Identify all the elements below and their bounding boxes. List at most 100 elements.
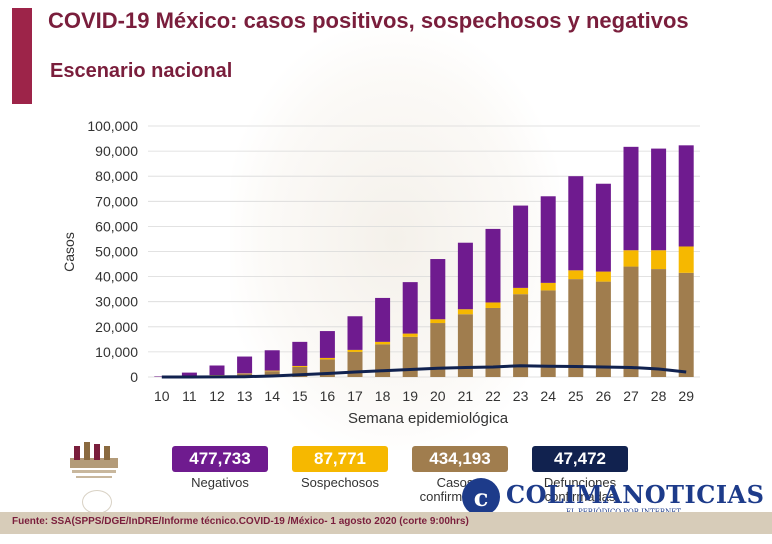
bar-sospechosos [292, 365, 308, 367]
y-tick-label: 40,000 [95, 269, 138, 285]
x-tick-label: 12 [209, 388, 225, 404]
bar-sospechosos [540, 282, 556, 291]
background-watermark [230, 30, 560, 450]
x-tick-label: 20 [430, 388, 446, 404]
x-tick-label: 15 [292, 388, 308, 404]
bar-negativos [651, 148, 667, 251]
bar-sospechosos [595, 271, 611, 282]
x-tick-label: 22 [485, 388, 501, 404]
bar-negativos [540, 196, 556, 283]
defunciones-series-line [161, 364, 687, 379]
x-tick-label: 14 [264, 388, 280, 404]
chart-bars [154, 145, 694, 377]
x-axis-label: Semana epidemiológica [348, 410, 509, 427]
bar-negativos [264, 350, 280, 371]
bar-sospechosos [402, 333, 418, 337]
legend-negativos-value: 477,733 [172, 446, 268, 472]
y-axis-label: Casos [61, 232, 77, 272]
bar-negativos [457, 242, 473, 310]
colimanoticias-name: COLIMANOTICIAS [506, 480, 765, 509]
bar-negativos [181, 372, 197, 377]
x-tick-label: 21 [458, 388, 474, 404]
x-tick-label: 26 [596, 388, 612, 404]
government-emblem-icon [70, 442, 118, 478]
legend-sospechosos-label: Sospechosos [300, 475, 380, 490]
bar-casos-confirmados [292, 366, 308, 377]
defunciones-line [161, 364, 687, 379]
bar-sospechosos [347, 349, 363, 352]
bar-casos-confirmados [623, 266, 639, 377]
x-tick-label: 16 [320, 388, 336, 404]
x-tick-label: 29 [678, 388, 694, 404]
bar-casos-confirmados [678, 272, 694, 377]
bar-negativos [513, 205, 529, 288]
y-tick-label: 60,000 [95, 218, 138, 234]
source-note: Fuente: SSA(SPPS/DGE/InDRE/Informe técni… [12, 516, 469, 527]
bar-negativos [568, 176, 584, 271]
bar-casos-confirmados [595, 281, 611, 377]
chart-gridlines [148, 125, 700, 378]
seal-icon [82, 490, 112, 514]
legend-negativos-label: Negativos [191, 475, 249, 490]
page-subtitle: Escenario nacional [50, 60, 233, 82]
page-title: COVID-19 México: casos positivos, sospec… [48, 8, 689, 33]
y-tick-label: 20,000 [95, 319, 138, 335]
bar-sospechosos [319, 357, 335, 360]
legend-defunciones-label: Defunciones confirmadas [543, 475, 617, 504]
bar-sospechosos [651, 250, 667, 270]
x-tick-label: 10 [154, 388, 170, 404]
y-tick-label: 50,000 [95, 244, 138, 260]
x-tick-label: 11 [182, 388, 197, 404]
bar-casos-confirmados [651, 269, 667, 377]
bar-casos-confirmados [430, 323, 446, 377]
x-tick-label: 23 [513, 388, 529, 404]
legend-sospechosos-value: 87,771 [292, 446, 388, 472]
y-axis-ticks: 0 10,000 20,000 30,000 40,000 50,000 60,000 70,… [87, 118, 138, 385]
bar-casos-confirmados [568, 279, 584, 377]
bar-negativos [319, 331, 335, 358]
bar-casos-confirmados [264, 371, 280, 377]
bar-casos-confirmados [540, 290, 556, 377]
bar-casos-confirmados [485, 307, 501, 377]
cases-chart: 0 10,000 20,000 30,000 40,000 50,000 60,000 70,… [61, 118, 700, 427]
x-axis-ticks: 10 11 12 13 14 15 16 17 18 19 20 21 22 23 24 25 26 27 28 29 [154, 388, 694, 404]
bar-casos-confirmados [402, 336, 418, 377]
bar-negativos [375, 297, 391, 342]
accent-bar [12, 8, 32, 104]
bar-negativos [678, 145, 694, 247]
y-tick-label: 90,000 [95, 143, 138, 159]
x-tick-label: 24 [540, 388, 556, 404]
colimanoticias-logo: c COLIMANOTICIAS EL PERIÓDICO POR INTERN… [462, 478, 765, 518]
bar-negativos [347, 316, 363, 350]
bar-negativos [430, 259, 446, 320]
y-tick-label: 10,000 [95, 344, 138, 360]
x-tick-label: 19 [402, 388, 418, 404]
bar-negativos [623, 146, 639, 251]
legend-confirmados-value: 434,193 [412, 446, 508, 472]
bar-negativos [237, 356, 253, 374]
y-tick-label: 70,000 [95, 193, 138, 209]
bar-negativos [292, 341, 308, 366]
colimanoticias-badge-icon: c [462, 478, 500, 516]
bar-negativos [595, 183, 611, 272]
bar-sospechosos [513, 287, 529, 295]
bar-negativos [209, 365, 225, 376]
legend-defunciones-value: 47,472 [532, 446, 628, 472]
bar-sospechosos [485, 302, 501, 308]
bar-sospechosos [375, 341, 391, 345]
bar-sospechosos [678, 246, 694, 273]
y-tick-label: 80,000 [95, 168, 138, 184]
x-tick-label: 27 [623, 388, 639, 404]
x-tick-label: 17 [347, 388, 363, 404]
bar-casos-confirmados [513, 294, 529, 377]
bar-sospechosos [457, 309, 473, 315]
footer-bar [0, 512, 772, 534]
bar-negativos [402, 282, 418, 334]
y-tick-label: 30,000 [95, 294, 138, 310]
y-tick-label: 0 [130, 369, 138, 385]
bar-casos-confirmados [375, 344, 391, 377]
bar-sospechosos [623, 250, 639, 267]
bar-sospechosos [264, 370, 280, 372]
y-tick-label: 100,000 [87, 118, 138, 134]
bar-sospechosos [430, 319, 446, 324]
